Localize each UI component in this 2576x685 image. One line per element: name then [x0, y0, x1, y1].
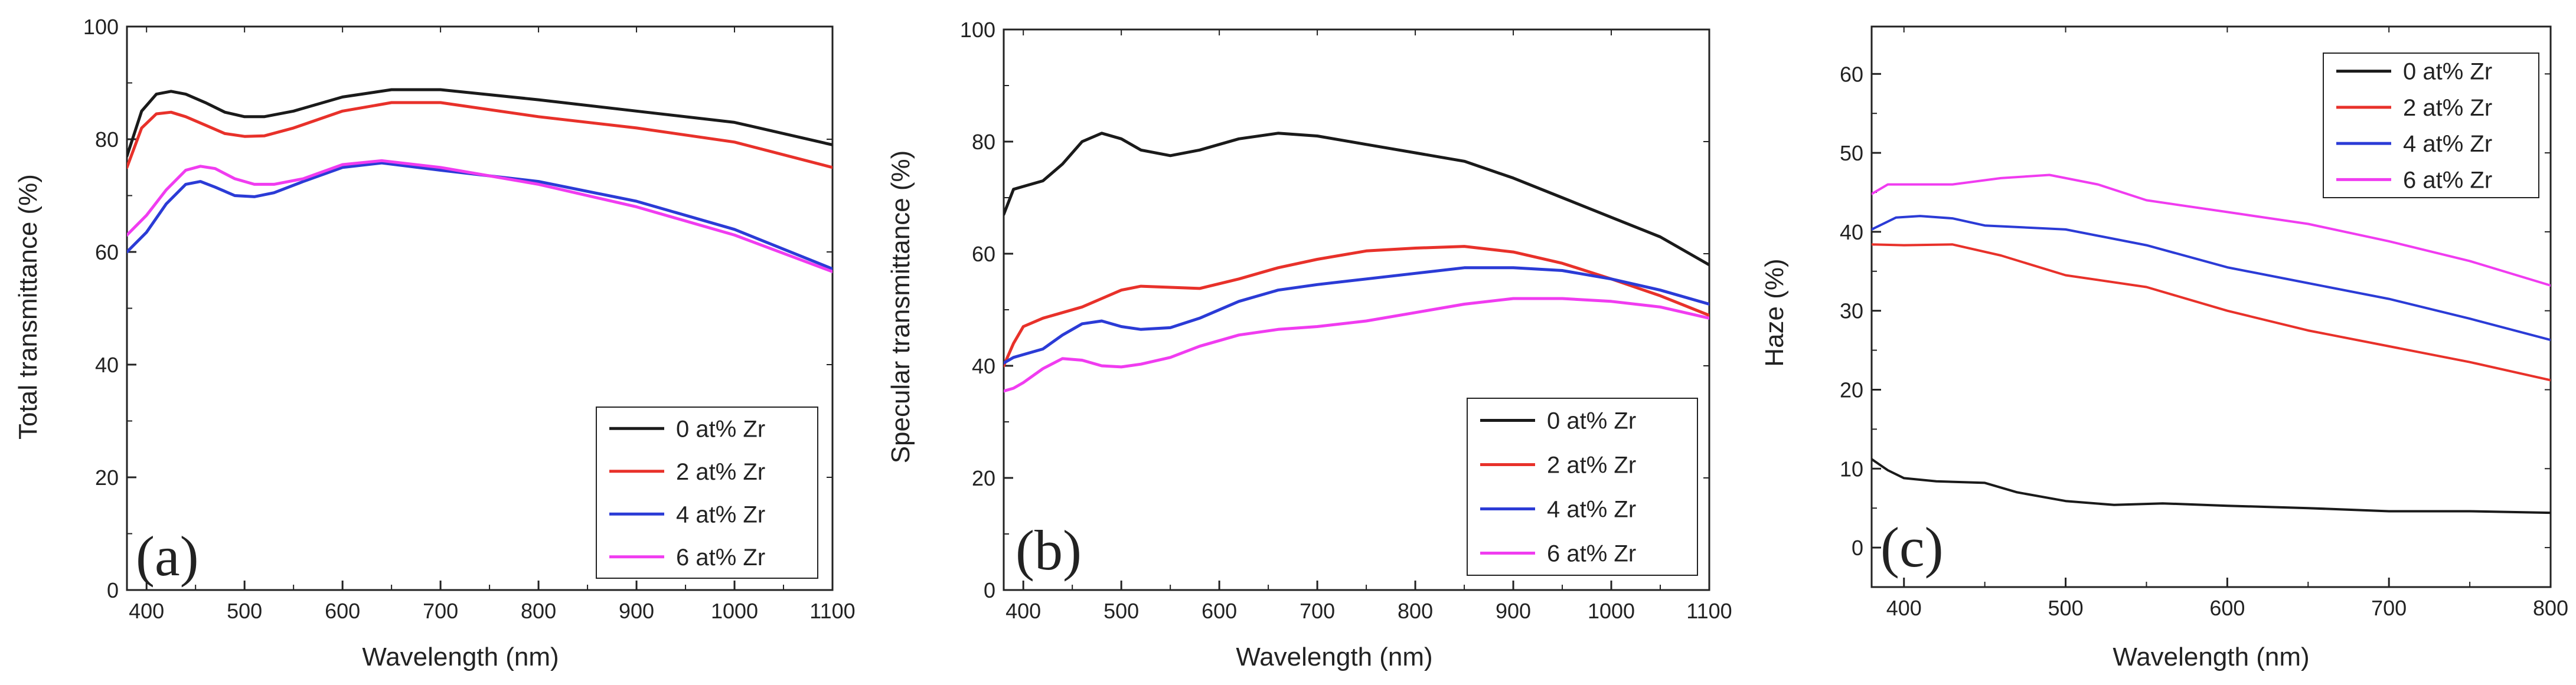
y-tick-label: 60 — [95, 240, 119, 264]
y-tick-label: 30 — [1840, 299, 1863, 323]
x-tick-label: 600 — [325, 599, 360, 623]
y-tick-label: 60 — [1840, 62, 1863, 86]
legend-box — [1467, 398, 1698, 576]
x-tick-label: 400 — [129, 599, 164, 623]
y-tick-label: 20 — [1840, 378, 1863, 402]
y-tick-label: 40 — [972, 354, 995, 378]
x-tick-label: 800 — [2533, 596, 2568, 620]
legend-entry-label: 2 at% Zr — [1547, 453, 1636, 478]
y-tick-label: 10 — [1840, 457, 1863, 481]
y-tick-label: 0 — [984, 578, 995, 602]
legend-entry-label: 6 at% Zr — [676, 545, 765, 571]
series-line-4-at-zr — [1872, 215, 2551, 342]
x-tick-label: 800 — [521, 599, 556, 623]
x-tick-label: 1000 — [711, 599, 758, 623]
y-tick-label: 40 — [1840, 220, 1863, 244]
x-tick-label: 600 — [1202, 599, 1237, 623]
series-line-2-at-zr — [1872, 243, 2551, 382]
series-line-2-at-zr — [1004, 245, 1709, 368]
x-tick-label: 600 — [2209, 596, 2245, 620]
x-tick-label: 700 — [423, 599, 458, 623]
legend-entry-label: 6 at% Zr — [2403, 167, 2492, 193]
y-tick-label: 0 — [1852, 536, 1863, 560]
legend-entry-label: 2 at% Zr — [2403, 95, 2492, 121]
panel-label: (a) — [136, 525, 199, 588]
x-tick-label: 500 — [1103, 599, 1139, 623]
x-tick-label: 800 — [1398, 599, 1433, 623]
legend-box — [596, 407, 818, 579]
y-tick-label: 100 — [960, 18, 995, 42]
legend-box — [2323, 53, 2539, 198]
x-tick-label: 1000 — [1588, 599, 1635, 623]
x-tick-label: 400 — [1005, 599, 1041, 623]
x-axis-title: Wavelength (nm) — [2113, 643, 2309, 671]
series-line-4-at-zr — [1004, 266, 1709, 365]
x-tick-label: 500 — [2048, 596, 2084, 620]
chart-panel-c: Haze (%) Wavelength (nm) 0 10 20 30 40 50 60 40… — [1760, 25, 2568, 671]
legend-entry-label: 0 at% Zr — [676, 416, 765, 442]
x-tick-label: 900 — [1496, 599, 1531, 623]
legend-entry-label: 4 at% Zr — [1547, 497, 1636, 523]
y-tick-label: 40 — [95, 353, 119, 377]
x-tick-label: 900 — [619, 599, 654, 623]
legend-entry-label: 2 at% Zr — [676, 459, 765, 485]
y-tick-label: 60 — [972, 242, 995, 266]
legend-entry-label: 0 at% Zr — [2403, 59, 2492, 85]
x-tick-label: 1100 — [809, 599, 855, 623]
series-line-2-at-zr — [127, 101, 832, 169]
x-tick-label: 700 — [1300, 599, 1335, 623]
y-axis-title: Specular transmittance (%) — [886, 150, 915, 464]
series-line-0-at-zr — [127, 88, 832, 158]
chart-panel-b: Specular transmittance (%) Wavelength (n… — [886, 18, 1732, 671]
x-tick-label: 400 — [1886, 596, 1922, 620]
y-tick-label: 50 — [1840, 141, 1863, 165]
x-tick-label: 700 — [2371, 596, 2407, 620]
series-line-6-at-zr — [127, 159, 832, 273]
legend-entry-label: 4 at% Zr — [2403, 131, 2492, 157]
y-tick-label: 80 — [972, 130, 995, 154]
y-tick-label: 20 — [972, 466, 995, 490]
x-tick-label: 1100 — [1686, 599, 1732, 623]
legend-entry-label: 0 at% Zr — [1547, 408, 1636, 434]
y-tick-label: 100 — [83, 15, 119, 39]
y-tick-label: 80 — [95, 127, 119, 152]
series-line-0-at-zr — [1004, 132, 1709, 267]
x-axis-title: Wavelength (nm) — [1236, 643, 1432, 671]
legend-entry-label: 4 at% Zr — [676, 502, 765, 527]
panel-label: (c) — [1880, 516, 1944, 579]
x-tick-label: 500 — [227, 599, 262, 623]
series-line-4-at-zr — [127, 161, 832, 271]
chart-panel-a: Total transmittance (%) Wavelength (nm) … — [14, 15, 856, 671]
legend-entry-label: 6 at% Zr — [1547, 541, 1636, 567]
y-tick-label: 20 — [95, 466, 119, 490]
series-line-6-at-zr — [1872, 173, 2551, 287]
y-axis-title: Total transmittance (%) — [14, 174, 43, 440]
series-line-0-at-zr — [1872, 458, 2551, 514]
x-axis-title: Wavelength (nm) — [362, 643, 559, 671]
series-line-6-at-zr — [1004, 297, 1709, 393]
plot-frame — [1870, 25, 2552, 588]
y-axis-title: Haze (%) — [1760, 258, 1789, 366]
panel-label: (b) — [1016, 519, 1082, 582]
y-tick-label: 0 — [107, 578, 119, 602]
